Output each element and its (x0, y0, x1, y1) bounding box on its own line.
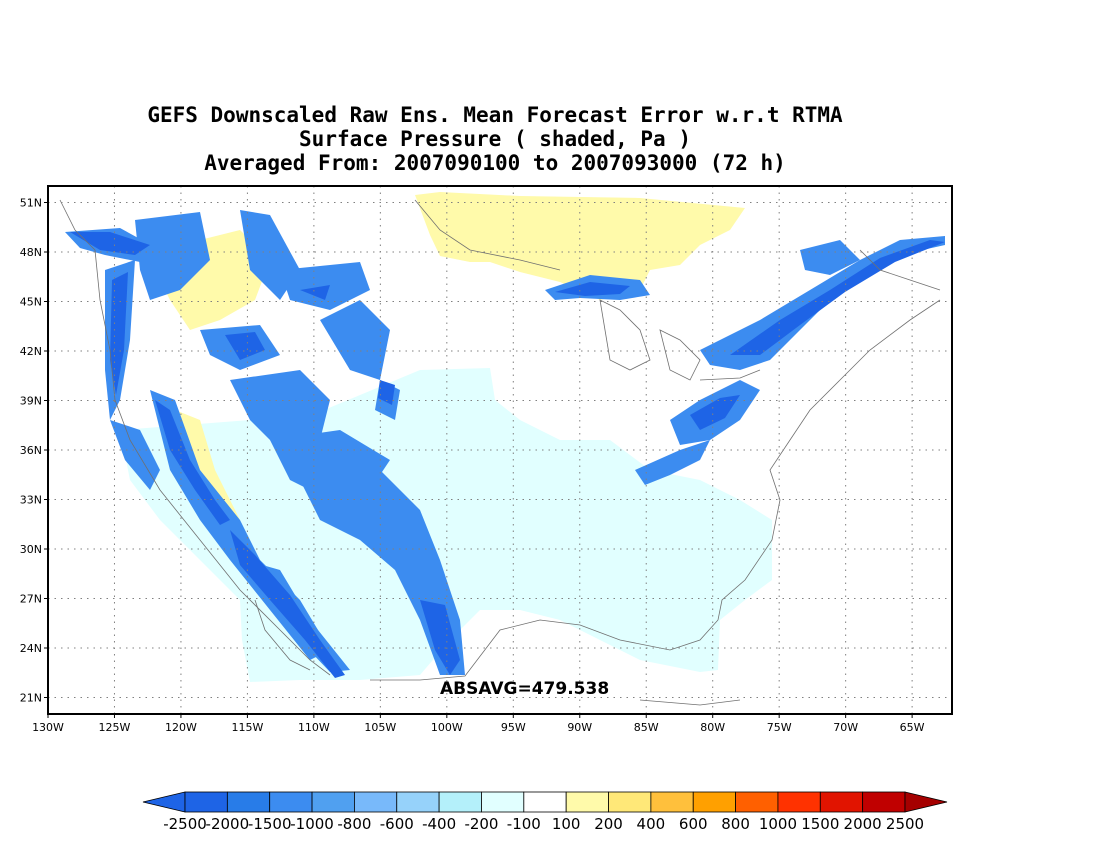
colorbar-label: 400 (637, 815, 666, 833)
colorbar-label: 600 (679, 815, 708, 833)
lat-tick-label: 42N (20, 345, 42, 358)
lon-tick-label: 85W (634, 721, 659, 734)
colorbar-high-extension (904, 791, 948, 813)
colorbar-swatch (650, 791, 694, 813)
lat-tick-label: 21N (20, 692, 42, 705)
colorbar-label: -600 (380, 815, 414, 833)
lat-tick-label: 39N (20, 395, 42, 408)
title-line-2: Surface Pressure ( shaded, Pa ) (299, 127, 691, 151)
lon-tick-label: 75W (767, 721, 792, 734)
colorbar-label: -400 (422, 815, 456, 833)
colorbar-label: 2000 (844, 815, 882, 833)
title-line-3: Averaged From: 2007090100 to 2007093000 … (204, 151, 786, 175)
map-content (59, 192, 945, 706)
colorbar-low-extension (142, 791, 186, 813)
colorbar-swatch (862, 791, 906, 813)
colorbar-label: -1500 (248, 815, 292, 833)
colorbar-swatch (438, 791, 482, 813)
lon-tick-label: 130W (32, 721, 64, 734)
lon-tick-label: 105W (364, 721, 396, 734)
colorbar-swatch (481, 791, 525, 813)
lon-tick-label: 100W (431, 721, 463, 734)
coastlines (59, 199, 941, 706)
colorbar-swatch (608, 791, 652, 813)
colorbar-label: -1000 (290, 815, 334, 833)
latitude-tick-labels: 21N 24N 27N 30N 33N 36N 39N 42N 45N 48N 51N (20, 197, 48, 705)
lat-tick-label: 30N (20, 543, 42, 556)
colorbar-label: 200 (594, 815, 623, 833)
colorbar-swatch (565, 791, 609, 813)
field-strong-negative-west (70, 232, 460, 678)
lon-tick-label: 65W (900, 721, 925, 734)
lon-tick-label: 115W (231, 721, 263, 734)
colorbar-swatch (396, 791, 440, 813)
colorbar-swatch (523, 791, 567, 813)
lon-tick-label: 70W (833, 721, 858, 734)
lon-tick-label: 80W (700, 721, 725, 734)
lat-tick-label: 24N (20, 642, 42, 655)
lat-tick-label: 36N (20, 444, 42, 457)
lat-tick-label: 45N (20, 296, 42, 309)
colorbar-label: -2500 (163, 815, 207, 833)
colorbar-swatch (269, 791, 313, 813)
colorbar-swatch (692, 791, 736, 813)
colorbar-swatch (354, 791, 398, 813)
longitude-tick-labels: 130W 125W 120W 115W 110W 105W 100W 95W 90W 85W 80W… (32, 714, 925, 734)
lon-tick-label: 95W (501, 721, 526, 734)
colorbar-label: 100 (552, 815, 581, 833)
colorbar-labels: -2500-2000-1500-1000 -800 -600 -400 -200 -100… (163, 815, 924, 833)
colorbar-swatch (311, 791, 355, 813)
colorbar-swatch (226, 791, 271, 813)
colorbar-label: -2000 (206, 815, 250, 833)
lat-lon-gridlines (47, 186, 952, 714)
colorbar-label: -100 (507, 815, 541, 833)
lon-tick-label: 125W (99, 721, 131, 734)
colorbar-label: -800 (337, 815, 371, 833)
lat-tick-label: 48N (20, 246, 42, 259)
colorbar-swatch (777, 791, 821, 813)
colorbar-swatch (819, 791, 864, 813)
lat-tick-label: 51N (20, 197, 42, 210)
lon-tick-label: 120W (165, 721, 197, 734)
colorbar-label: 1000 (759, 815, 797, 833)
colorbar (142, 791, 948, 813)
colorbar-swatch (735, 791, 779, 813)
colorbar-label: 1500 (801, 815, 839, 833)
lat-tick-label: 33N (20, 494, 42, 507)
colorbar-label: -200 (464, 815, 498, 833)
colorbar-swatch (184, 791, 228, 813)
title-line-1: GEFS Downscaled Raw Ens. Mean Forecast E… (147, 103, 843, 127)
colorbar-label: 2500 (886, 815, 924, 833)
lon-tick-label: 90W (567, 721, 592, 734)
field-strong-negative-east (555, 240, 945, 430)
lon-tick-label: 110W (298, 721, 330, 734)
lat-tick-label: 27N (20, 593, 42, 606)
colorbar-label: 800 (721, 815, 750, 833)
absavg-label: ABSAVG=479.538 (440, 679, 609, 699)
